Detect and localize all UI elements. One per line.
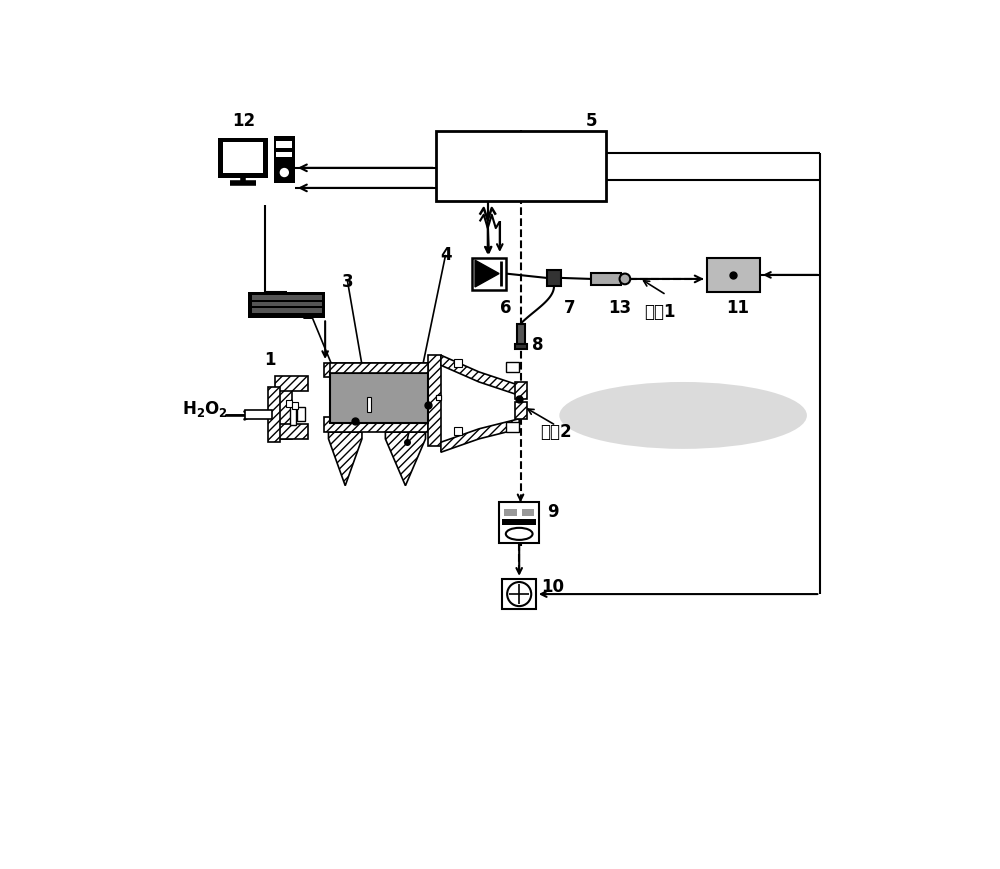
Circle shape	[507, 582, 531, 607]
FancyBboxPatch shape	[454, 359, 462, 367]
FancyBboxPatch shape	[504, 509, 517, 516]
Text: 1: 1	[265, 351, 276, 368]
FancyBboxPatch shape	[591, 273, 621, 285]
Ellipse shape	[506, 527, 533, 540]
Text: 7: 7	[564, 299, 575, 317]
FancyBboxPatch shape	[268, 388, 280, 442]
Text: 4: 4	[440, 246, 451, 264]
FancyBboxPatch shape	[324, 362, 428, 377]
Text: 8: 8	[532, 336, 543, 355]
FancyBboxPatch shape	[248, 292, 325, 318]
FancyBboxPatch shape	[502, 579, 536, 609]
FancyBboxPatch shape	[506, 362, 519, 372]
FancyBboxPatch shape	[436, 395, 441, 400]
FancyBboxPatch shape	[515, 402, 527, 419]
FancyBboxPatch shape	[502, 519, 536, 525]
Circle shape	[280, 168, 289, 177]
FancyBboxPatch shape	[277, 388, 292, 439]
Text: 11: 11	[726, 299, 749, 317]
Polygon shape	[475, 260, 499, 287]
FancyBboxPatch shape	[276, 152, 292, 157]
FancyBboxPatch shape	[707, 258, 760, 292]
FancyBboxPatch shape	[506, 422, 519, 432]
Text: 6: 6	[500, 299, 512, 317]
FancyBboxPatch shape	[436, 131, 606, 202]
Text: 光路1: 光路1	[644, 302, 675, 321]
FancyBboxPatch shape	[522, 509, 534, 516]
FancyBboxPatch shape	[324, 417, 428, 432]
FancyBboxPatch shape	[275, 424, 308, 439]
Text: 2: 2	[301, 305, 313, 322]
FancyBboxPatch shape	[286, 400, 292, 407]
FancyBboxPatch shape	[275, 376, 308, 391]
Text: 13: 13	[608, 299, 631, 317]
FancyBboxPatch shape	[290, 405, 296, 425]
FancyBboxPatch shape	[515, 382, 527, 399]
FancyBboxPatch shape	[499, 502, 539, 542]
Text: 9: 9	[547, 503, 558, 521]
FancyBboxPatch shape	[297, 407, 305, 421]
FancyBboxPatch shape	[245, 410, 272, 420]
FancyBboxPatch shape	[330, 373, 428, 423]
Polygon shape	[385, 432, 426, 486]
FancyBboxPatch shape	[292, 402, 298, 408]
FancyBboxPatch shape	[276, 141, 292, 148]
FancyBboxPatch shape	[330, 362, 428, 373]
FancyBboxPatch shape	[547, 269, 561, 286]
FancyBboxPatch shape	[274, 136, 295, 182]
FancyBboxPatch shape	[515, 344, 527, 349]
Text: 5: 5	[586, 112, 597, 130]
FancyBboxPatch shape	[252, 295, 322, 300]
Text: 10: 10	[541, 579, 564, 596]
Text: $\mathbf{H_2O_2}$: $\mathbf{H_2O_2}$	[182, 399, 228, 419]
Text: TDLAS信号调制
及数据处理模块: TDLAS信号调制 及数据处理模块	[475, 150, 567, 182]
FancyBboxPatch shape	[223, 142, 263, 173]
FancyBboxPatch shape	[517, 324, 525, 345]
Text: 光路2: 光路2	[540, 423, 572, 441]
Text: 3: 3	[341, 273, 353, 290]
Ellipse shape	[559, 382, 807, 449]
FancyBboxPatch shape	[252, 308, 322, 313]
Polygon shape	[328, 432, 362, 486]
Circle shape	[620, 274, 630, 284]
FancyBboxPatch shape	[472, 257, 506, 289]
Polygon shape	[441, 419, 519, 452]
FancyBboxPatch shape	[436, 395, 441, 400]
FancyBboxPatch shape	[218, 137, 268, 178]
FancyBboxPatch shape	[428, 355, 441, 446]
FancyBboxPatch shape	[454, 428, 462, 435]
Polygon shape	[441, 355, 519, 395]
FancyBboxPatch shape	[252, 302, 322, 307]
Text: 12: 12	[232, 112, 255, 130]
FancyBboxPatch shape	[367, 397, 371, 412]
